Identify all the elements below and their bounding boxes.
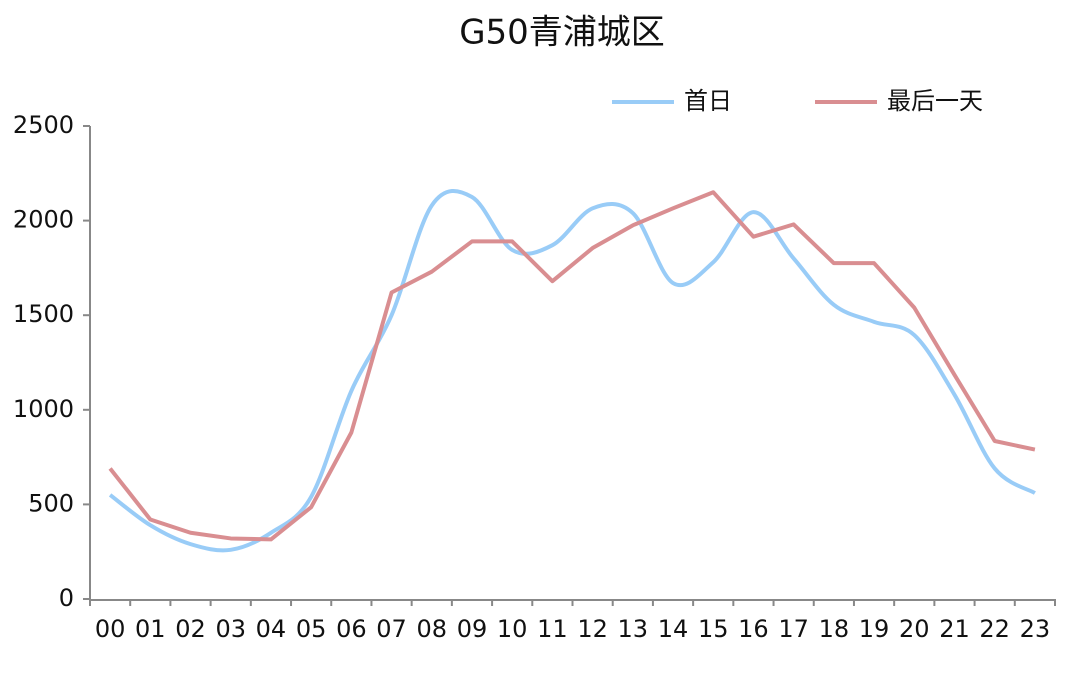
x-tick-label: 23 — [1020, 615, 1051, 643]
x-tick-label: 17 — [778, 615, 809, 643]
x-tick-label: 03 — [215, 615, 246, 643]
series-line — [108, 190, 1036, 542]
x-tick-label: 12 — [577, 615, 608, 643]
y-tick-label: 0 — [59, 584, 74, 612]
chart-title: G50青浦城区 — [459, 13, 665, 53]
x-tick-label: 16 — [738, 615, 769, 643]
y-tick-label: 1000 — [13, 395, 74, 423]
x-tick-label: 21 — [939, 615, 970, 643]
x-tick-label: 08 — [416, 615, 447, 643]
x-tick-label: 05 — [296, 615, 327, 643]
x-tick-label: 07 — [376, 615, 407, 643]
x-tick-label: 15 — [698, 615, 729, 643]
x-tick-label: 01 — [135, 615, 166, 643]
x-tick-label: 19 — [859, 615, 890, 643]
legend-label: 首日 — [684, 87, 732, 115]
series-line — [108, 189, 1036, 553]
legend-label: 最后一天 — [887, 87, 983, 115]
x-tick-label: 04 — [256, 615, 287, 643]
y-tick-label: 2500 — [13, 111, 74, 139]
x-tick-label: 14 — [658, 615, 689, 643]
y-tick-label: 500 — [28, 489, 74, 517]
x-tick-label: 09 — [457, 615, 488, 643]
y-tick-label: 1500 — [13, 300, 74, 328]
x-tick-label: 22 — [979, 615, 1010, 643]
x-tick-label: 06 — [336, 615, 367, 643]
x-tick-label: 02 — [175, 615, 206, 643]
x-tick-label: 18 — [819, 615, 850, 643]
y-tick-label: 2000 — [13, 206, 74, 234]
x-tick-label: 11 — [537, 615, 568, 643]
x-tick-label: 20 — [899, 615, 930, 643]
x-tick-label: 10 — [497, 615, 528, 643]
x-tick-label: 00 — [95, 615, 126, 643]
x-tick-label: 13 — [618, 615, 649, 643]
